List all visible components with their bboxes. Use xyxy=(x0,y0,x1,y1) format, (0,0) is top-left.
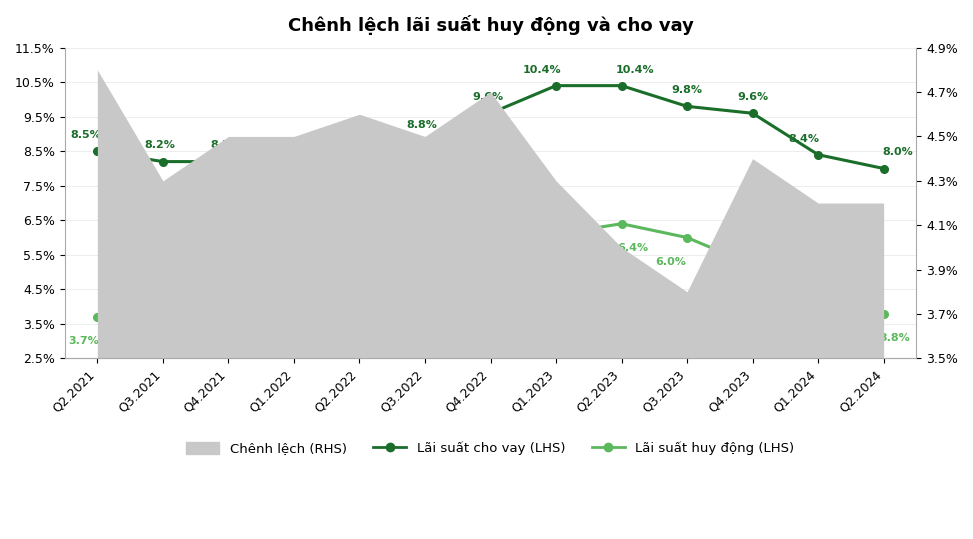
Text: 3.7%: 3.7% xyxy=(197,336,227,347)
Text: 10.4%: 10.4% xyxy=(523,65,561,74)
Text: 4.9%: 4.9% xyxy=(472,295,503,305)
Text: 3.7%: 3.7% xyxy=(68,336,99,347)
Legend: Chênh lệch (RHS), Lãi suất cho vay (LHS), Lãi suất huy động (LHS): Chênh lệch (RHS), Lãi suất cho vay (LHS)… xyxy=(181,437,800,460)
Text: 8.8%: 8.8% xyxy=(407,120,438,130)
Text: 8.2%: 8.2% xyxy=(145,141,175,150)
Text: 8.2%: 8.2% xyxy=(210,141,241,150)
Text: 6.4%: 6.4% xyxy=(617,243,648,253)
Text: 5.2%: 5.2% xyxy=(723,285,754,295)
Text: 9.8%: 9.8% xyxy=(671,85,703,95)
Text: 9.6%: 9.6% xyxy=(737,92,768,102)
Text: 10.4%: 10.4% xyxy=(616,65,655,74)
Text: 3.9%: 3.9% xyxy=(159,329,190,340)
Text: 4.3%: 4.3% xyxy=(407,316,438,326)
Text: 3.7%: 3.7% xyxy=(290,336,320,347)
Text: 8.5%: 8.5% xyxy=(71,130,101,140)
Text: 4.2%: 4.2% xyxy=(789,319,819,329)
Text: 8.4%: 8.4% xyxy=(342,134,373,143)
Text: 6.1%: 6.1% xyxy=(523,253,555,264)
Text: 8.0%: 8.0% xyxy=(883,147,913,157)
Text: 8.2%: 8.2% xyxy=(275,141,306,150)
Title: Chênh lệch lãi suất huy động và cho vay: Chênh lệch lãi suất huy động và cho vay xyxy=(288,15,694,35)
Text: 6.0%: 6.0% xyxy=(655,257,686,267)
Text: 9.6%: 9.6% xyxy=(472,92,503,102)
Text: 3.8%: 3.8% xyxy=(342,333,372,343)
Text: 3.8%: 3.8% xyxy=(880,333,910,343)
Text: 8.4%: 8.4% xyxy=(789,134,819,143)
